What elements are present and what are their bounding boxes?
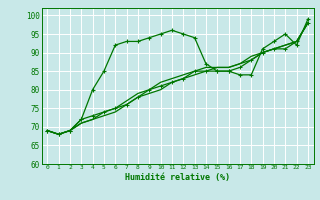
X-axis label: Humidité relative (%): Humidité relative (%) [125, 173, 230, 182]
